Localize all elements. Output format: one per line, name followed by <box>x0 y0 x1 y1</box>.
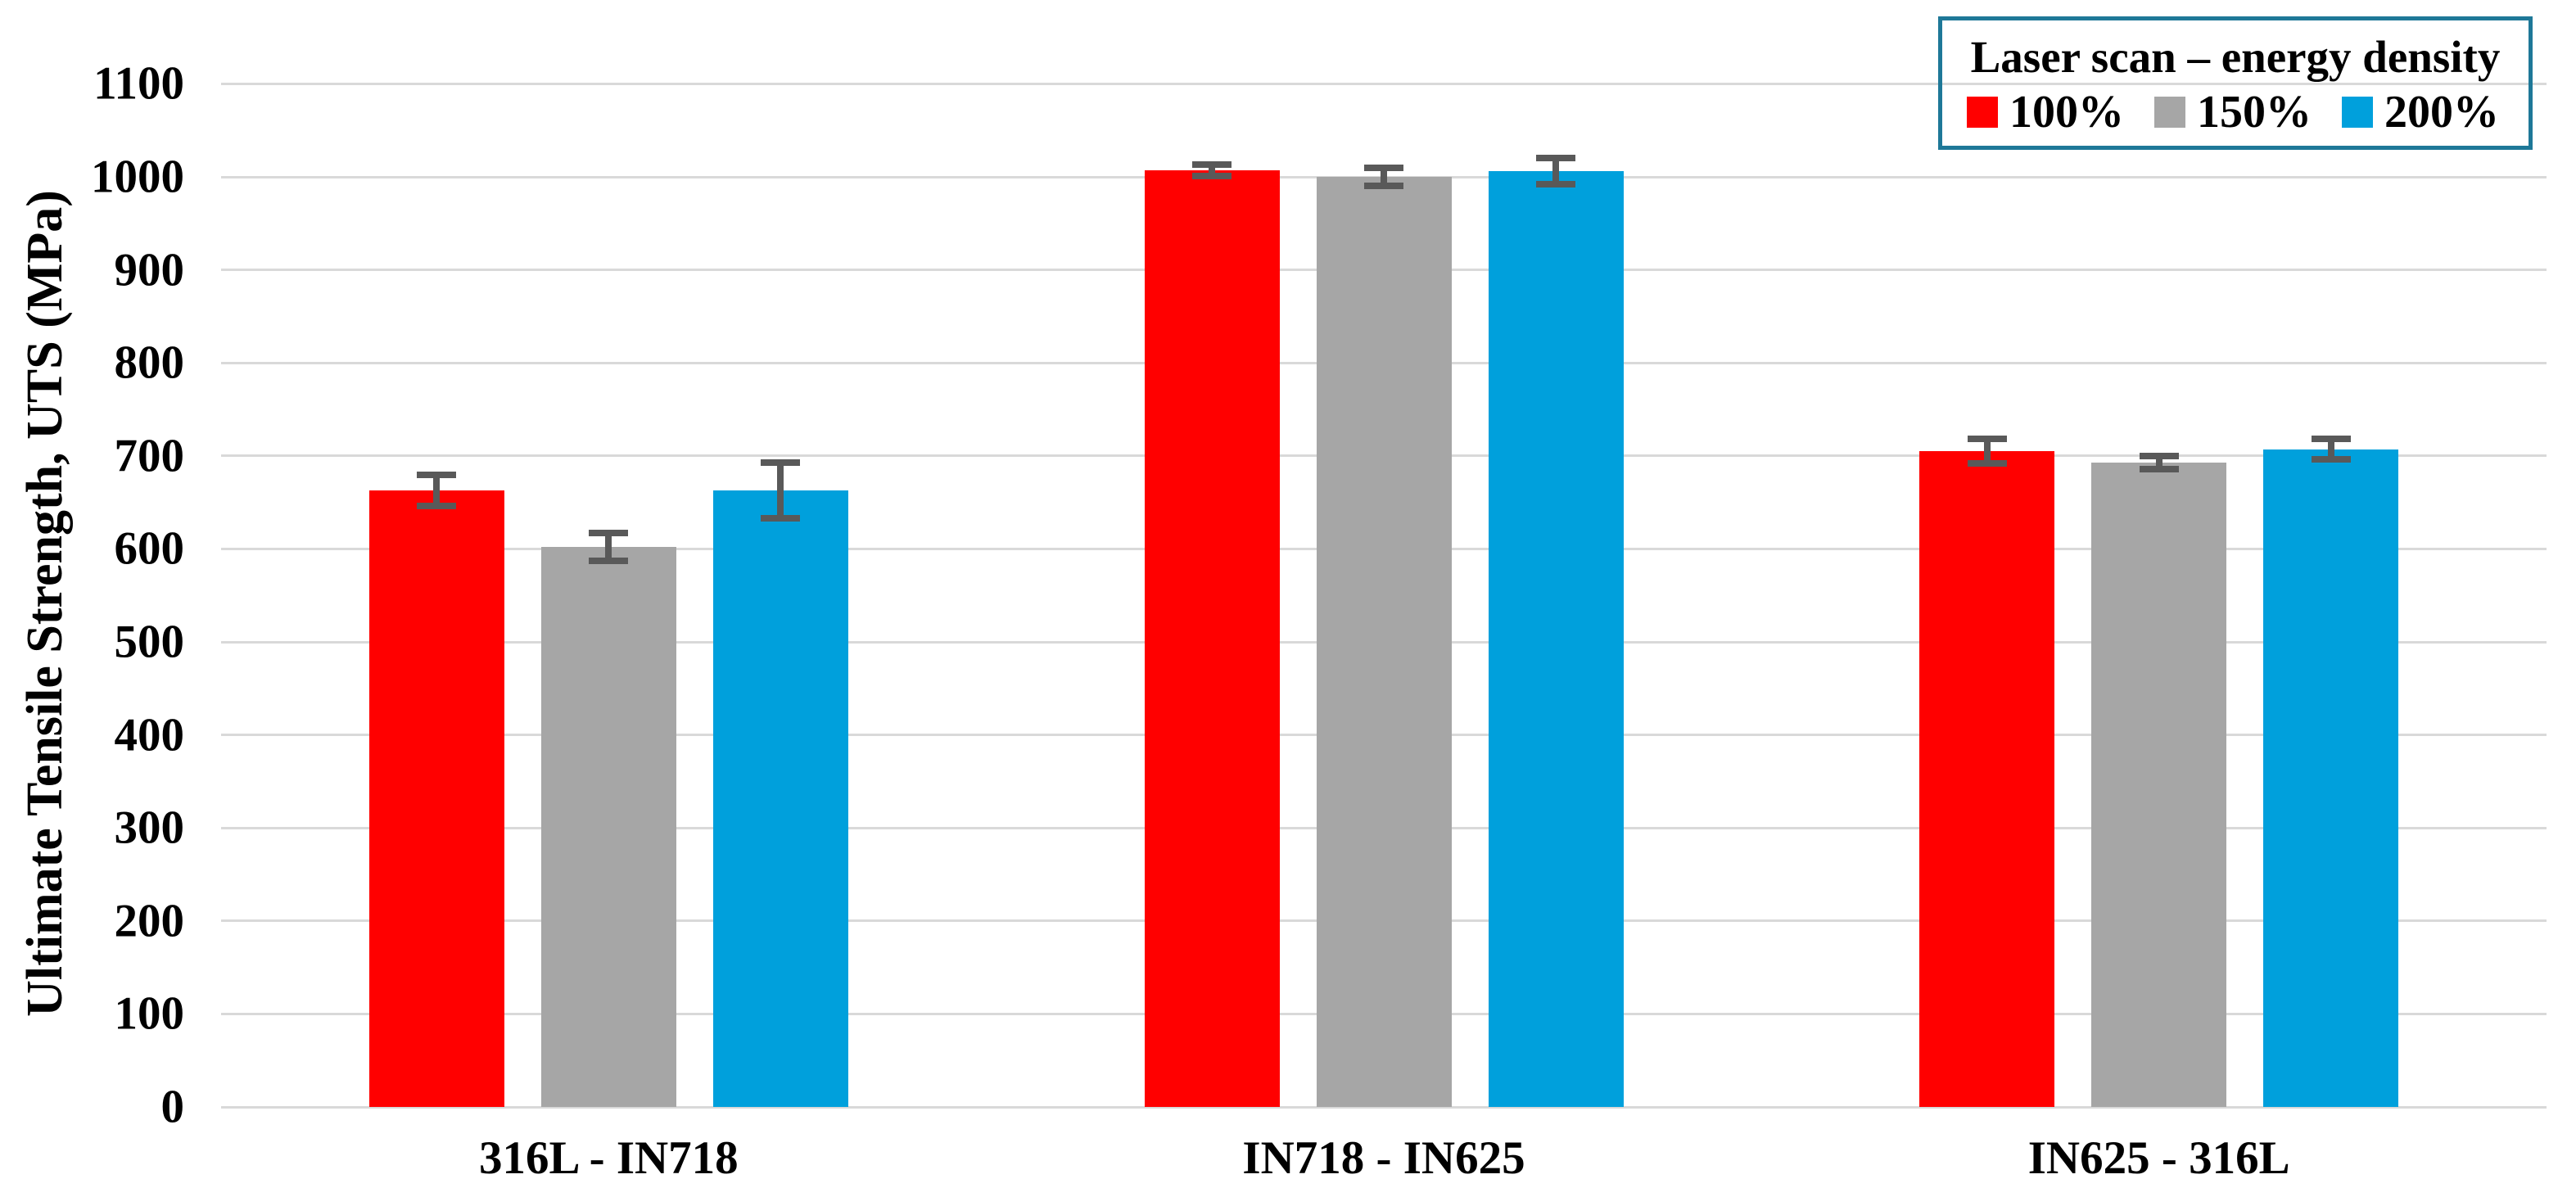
legend: Laser scan – energy density 100% 150% 20… <box>1938 16 2533 150</box>
error-bar <box>1983 439 1991 463</box>
bar <box>1316 177 1452 1107</box>
y-tick-label: 1100 <box>93 57 184 110</box>
error-bar <box>433 474 441 507</box>
error-bar-cap <box>1192 161 1232 169</box>
gridline <box>221 1105 2547 1109</box>
bar <box>712 490 848 1107</box>
error-bar-cap <box>1967 436 2007 443</box>
bar <box>368 490 504 1107</box>
y-tick-label: 300 <box>114 802 185 854</box>
error-bar <box>1209 165 1215 176</box>
error-bar-cap <box>761 458 801 466</box>
error-bar-cap <box>1192 172 1232 179</box>
y-tick-label: 1000 <box>91 151 184 203</box>
y-tick-label: 800 <box>114 337 185 389</box>
category-label: IN718 - IN625 <box>1242 1132 1525 1184</box>
error-bar-cap <box>2311 456 2351 463</box>
y-tick-label: 400 <box>114 709 185 761</box>
y-tick-label: 600 <box>114 522 185 575</box>
legend-item-150: 150% <box>2154 89 2312 135</box>
y-tick-label: 700 <box>114 430 185 482</box>
bar <box>1488 171 1624 1107</box>
error-bar-cap <box>1536 155 1575 162</box>
legend-label: 200% <box>2384 86 2499 138</box>
error-bar <box>2155 455 2162 469</box>
category-label: IN625 - 316L <box>2027 1132 2290 1184</box>
bar <box>1144 170 1280 1107</box>
error-bar <box>1381 167 1387 187</box>
category-label: 316L - IN718 <box>478 1132 739 1184</box>
error-bar-cap <box>2139 465 2179 472</box>
error-bar-cap <box>761 514 801 522</box>
error-bar <box>605 533 612 562</box>
error-bar-cap <box>1536 181 1575 188</box>
legend-swatch-100-icon <box>1967 96 1998 128</box>
bar <box>2263 449 2399 1107</box>
y-tick-label: 900 <box>114 244 185 296</box>
error-bar-cap <box>1967 459 2007 467</box>
y-tick-label: 100 <box>114 987 185 1040</box>
y-tick-label: 200 <box>114 895 185 947</box>
legend-items: 100% 150% 200% <box>1965 89 2506 135</box>
error-bar-cap <box>417 503 457 510</box>
error-bar <box>2327 439 2334 460</box>
error-bar-cap <box>2139 452 2179 459</box>
bar <box>1919 451 2055 1107</box>
bar <box>540 547 676 1107</box>
legend-title: Laser scan – energy density <box>1970 32 2501 83</box>
error-bar-cap <box>1364 183 1403 190</box>
y-tick-label: 500 <box>114 616 185 668</box>
y-axis-title: Ultimate Tensile Strength, UTS (MPa) <box>17 190 73 1017</box>
x-axis-labels: 316L - IN718 IN718 - IN625 IN625 - 316L <box>221 1132 2547 1185</box>
legend-label: 150% <box>2197 86 2312 138</box>
legend-swatch-150-icon <box>2154 96 2185 128</box>
legend-label: 100% <box>2009 86 2124 138</box>
legend-item-200: 200% <box>2342 89 2499 135</box>
bar <box>2091 462 2227 1107</box>
error-bar <box>1552 158 1559 185</box>
error-bar-cap <box>2311 436 2351 443</box>
error-bar <box>777 462 784 518</box>
error-bar-cap <box>589 558 629 565</box>
error-bar-cap <box>589 530 629 537</box>
error-bar-cap <box>417 471 457 478</box>
error-bar-cap <box>1364 164 1403 171</box>
legend-item-100: 100% <box>1967 89 2124 135</box>
gridline <box>221 82 2547 85</box>
y-tick-label: 0 <box>160 1081 185 1133</box>
legend-swatch-200-icon <box>2342 96 2373 128</box>
